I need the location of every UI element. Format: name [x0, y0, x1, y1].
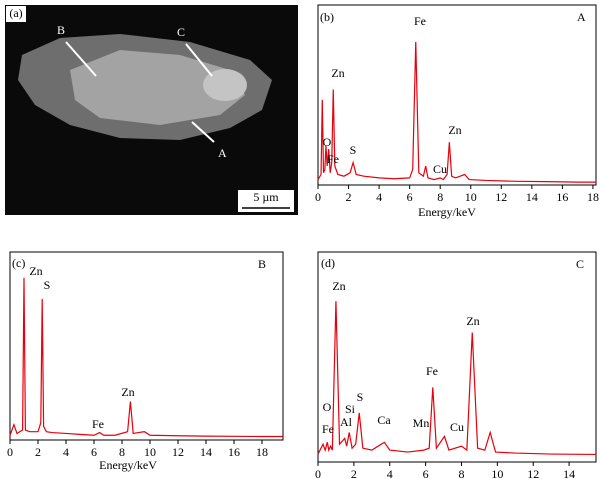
- chart-title: B: [258, 257, 266, 271]
- chart-title: A: [577, 10, 586, 24]
- spectrum-line: [317, 301, 597, 456]
- particle-core: [70, 50, 245, 125]
- plot-frame: [317, 251, 597, 463]
- x-tick-label: 10: [465, 190, 477, 204]
- peak-label: Mn: [413, 416, 430, 430]
- x-tick-label: 8: [458, 467, 464, 479]
- peak-label: Zn: [448, 123, 461, 137]
- x-tick-label: 6: [423, 467, 429, 479]
- peak-label: O: [323, 135, 332, 149]
- peak-label: Zn: [121, 385, 134, 399]
- panel-label-box: [6, 6, 26, 22]
- x-tick-label: 10: [491, 467, 503, 479]
- arrow: [185, 43, 213, 77]
- peak-label: Zn: [331, 66, 344, 80]
- x-tick-label: 8: [437, 190, 443, 204]
- particle-face: [203, 69, 247, 101]
- x-tick-label: 2: [346, 190, 352, 204]
- x-tick-label: 12: [495, 190, 507, 204]
- peak-label: Fe: [426, 364, 438, 378]
- peak-label: Cu: [450, 420, 464, 434]
- peak-label: Zn: [466, 314, 479, 328]
- x-tick-label: 12: [527, 467, 539, 479]
- peak-label: Cu: [433, 162, 447, 176]
- chart-title: C: [576, 257, 584, 271]
- x-axis-label: Energy/keV: [418, 205, 476, 219]
- arrow: [65, 41, 97, 77]
- peak-label: Ca: [377, 413, 391, 427]
- peak-label: Al: [340, 415, 353, 429]
- peak-label: Zn: [29, 264, 42, 278]
- x-tick-label: 16: [556, 190, 568, 204]
- x-tick-label: 10: [144, 445, 156, 459]
- peak-label: O: [323, 400, 332, 414]
- point-label: C: [177, 25, 185, 39]
- x-tick-label: 4: [387, 467, 393, 479]
- x-tick-label: 6: [91, 445, 97, 459]
- point-label: B: [57, 23, 65, 37]
- peak-label: Fe: [414, 14, 426, 28]
- scale-box: [238, 190, 294, 212]
- micrograph: (a) A B C 5 µm: [5, 5, 298, 215]
- spectrum-line: [317, 41, 596, 183]
- panel-label: (d): [321, 256, 335, 270]
- plot-frame: [317, 4, 597, 186]
- x-tick-label: 14: [526, 190, 538, 204]
- panel-label: (b): [320, 10, 334, 24]
- peak-label: Fe: [92, 417, 104, 431]
- spectrum-line: [9, 277, 283, 438]
- peak-label: S: [357, 390, 364, 404]
- point-label: A: [218, 146, 227, 160]
- arrow: [191, 121, 215, 143]
- x-tick-label: 4: [376, 190, 382, 204]
- x-tick-label: 0: [315, 467, 321, 479]
- panel-label: (c): [12, 256, 25, 270]
- x-tick-label: 14: [563, 467, 575, 479]
- peak-label: Fe: [322, 422, 334, 436]
- x-tick-label: 18: [587, 190, 599, 204]
- x-tick-label: 2: [35, 445, 41, 459]
- x-tick-label: 14: [200, 445, 212, 459]
- x-tick-label: 6: [407, 190, 413, 204]
- x-tick-label: 4: [63, 445, 69, 459]
- x-tick-label: 2: [351, 467, 357, 479]
- peak-label: S: [44, 278, 51, 292]
- panel-label: (a): [9, 6, 22, 20]
- plot-frame: [9, 251, 284, 441]
- peak-label: Fe: [327, 152, 339, 166]
- x-tick-label: 0: [315, 190, 321, 204]
- x-tick-label: 16: [228, 445, 240, 459]
- peak-label: S: [350, 143, 357, 157]
- x-tick-label: 0: [7, 445, 13, 459]
- x-tick-label: 12: [172, 445, 184, 459]
- x-tick-label: 18: [256, 445, 268, 459]
- x-tick-label: 8: [119, 445, 125, 459]
- x-axis-label: Energy/keV: [99, 458, 157, 472]
- peak-label: Si: [345, 402, 356, 416]
- scale-label: 5 µm: [253, 190, 279, 204]
- peak-label: Zn: [332, 279, 345, 293]
